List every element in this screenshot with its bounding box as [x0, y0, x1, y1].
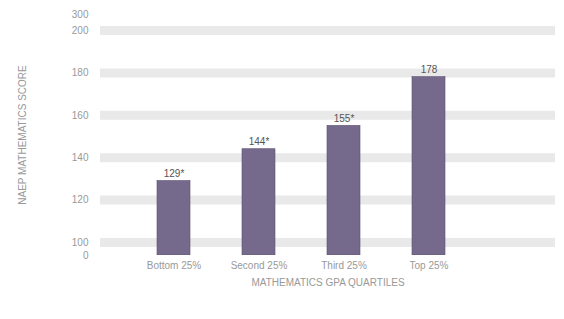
svg-text:Third 25%: Third 25%: [321, 260, 367, 271]
svg-text:300: 300: [72, 9, 89, 20]
svg-text:160: 160: [72, 110, 89, 121]
svg-text:NAEP MATHEMATICS SCORE: NAEP MATHEMATICS SCORE: [17, 65, 28, 205]
svg-text:155*: 155*: [334, 113, 355, 124]
svg-text:Top 25%: Top 25%: [410, 260, 449, 271]
svg-text:178: 178: [421, 64, 438, 75]
svg-text:100: 100: [72, 237, 89, 248]
svg-text:MATHEMATICS GPA QUARTILES: MATHEMATICS GPA QUARTILES: [251, 277, 405, 288]
svg-text:180: 180: [72, 67, 89, 78]
svg-text:Bottom 25%: Bottom 25%: [147, 260, 202, 271]
svg-text:140: 140: [72, 152, 89, 163]
svg-text:120: 120: [72, 194, 89, 205]
svg-text:200: 200: [72, 25, 89, 36]
svg-text:Second 25%: Second 25%: [231, 260, 288, 271]
svg-text:129*: 129*: [164, 168, 185, 179]
svg-text:0: 0: [83, 250, 89, 261]
svg-text:144*: 144*: [249, 136, 270, 147]
